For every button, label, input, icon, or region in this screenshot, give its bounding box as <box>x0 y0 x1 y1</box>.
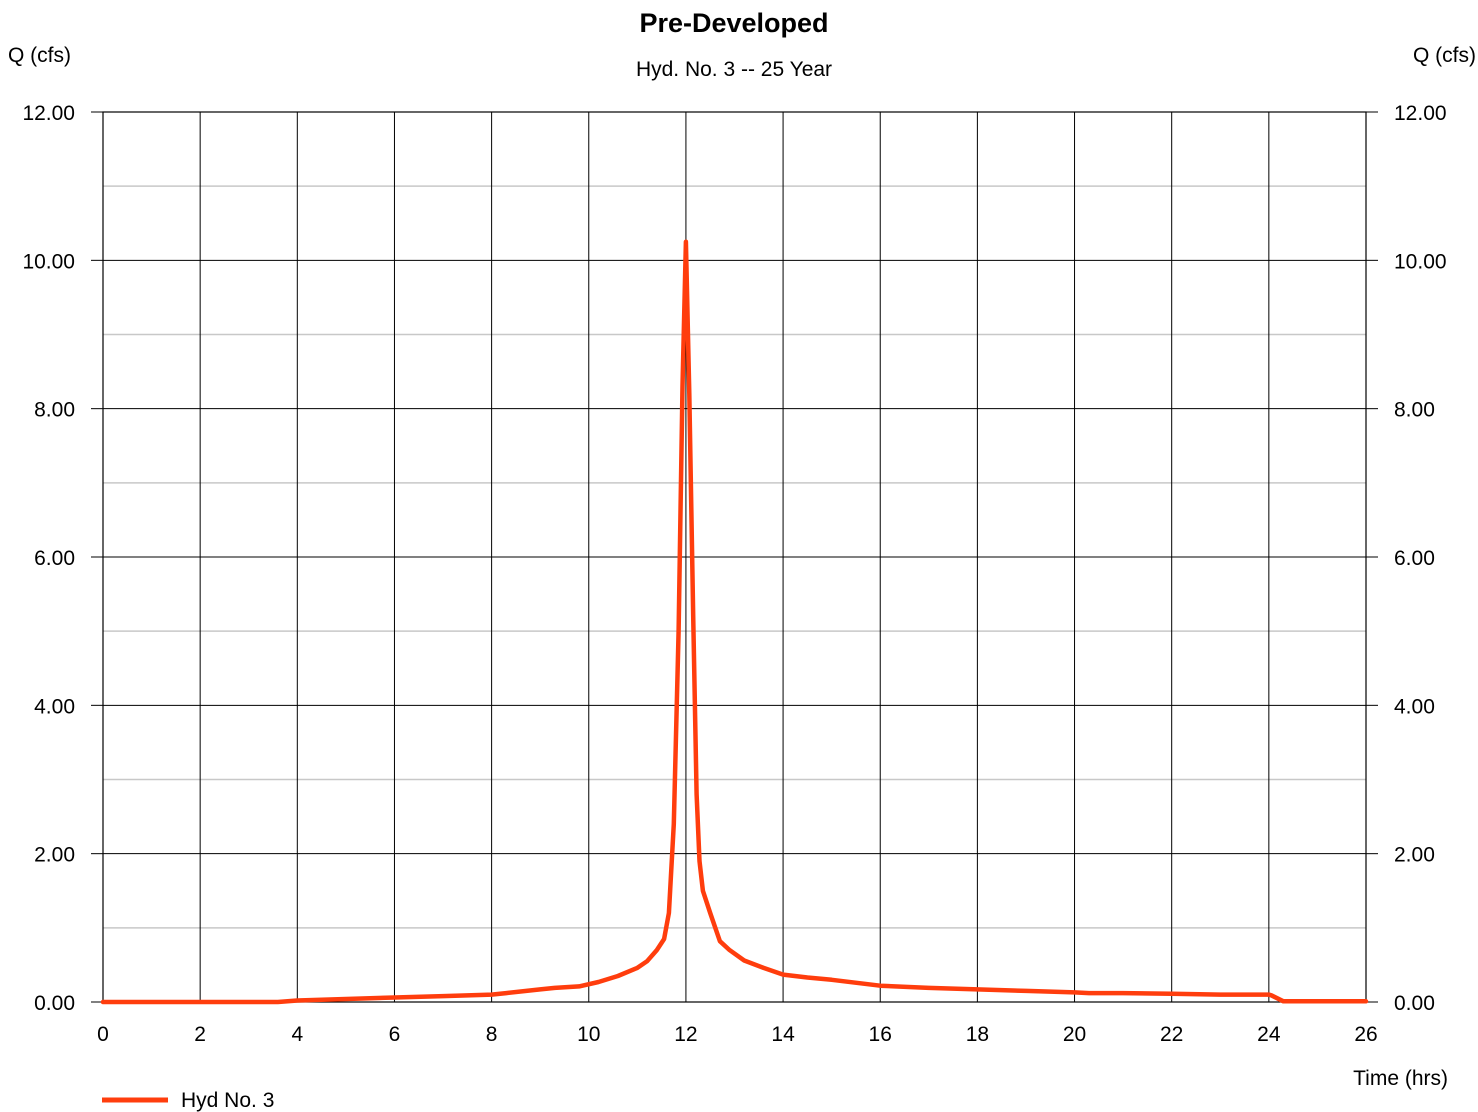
y-tick-label-right: 2.00 <box>1394 844 1435 867</box>
x-tick-label: 26 <box>1354 1023 1377 1046</box>
y-tick-label-right: 6.00 <box>1394 547 1435 570</box>
y-axis-label-right: Q (cfs) <box>1413 44 1476 67</box>
y-tick-label-right: 0.00 <box>1394 992 1435 1015</box>
y-tick-label-left: 6.00 <box>34 547 75 570</box>
y-tick-label-left: 2.00 <box>34 844 75 867</box>
y-tick-label-right: 10.00 <box>1394 250 1447 273</box>
x-tick-label: 22 <box>1160 1023 1183 1046</box>
chart-title: Pre-Developed <box>639 8 828 38</box>
x-tick-label: 24 <box>1257 1023 1281 1046</box>
legend: Hyd No. 3 <box>102 1089 274 1112</box>
x-tick-label: 20 <box>1063 1023 1086 1046</box>
x-tick-label: 6 <box>389 1023 401 1046</box>
x-tick-label: 4 <box>291 1023 303 1046</box>
x-axis-label: Time (hrs) <box>1353 1067 1448 1090</box>
y-tick-label-left: 8.00 <box>34 399 75 422</box>
grid <box>91 111 1378 1003</box>
x-tick-label: 0 <box>97 1023 109 1046</box>
y-tick-label-right: 12.00 <box>1394 102 1447 125</box>
x-tick-label: 14 <box>771 1023 795 1046</box>
y-tick-label-left: 0.00 <box>34 992 75 1015</box>
series-layer <box>100 239 1369 1005</box>
chart-subtitle: Hyd. No. 3 -- 25 Year <box>636 58 832 81</box>
x-tick-label: 10 <box>577 1023 600 1046</box>
plot-frame <box>102 111 1367 1003</box>
y-axis-label-left: Q (cfs) <box>8 44 71 67</box>
legend-label: Hyd No. 3 <box>181 1089 274 1112</box>
y-tick-label-right: 4.00 <box>1394 695 1435 718</box>
x-tick-label: 18 <box>966 1023 989 1046</box>
series-line-hyd-no-3 <box>100 239 1369 1005</box>
x-tick-label: 12 <box>674 1023 697 1046</box>
y-tick-label-left: 12.00 <box>22 102 75 125</box>
x-tick-label: 8 <box>486 1023 498 1046</box>
tick-labels: 0.00 0.00 2.00 2.00 4.00 4.00 6.00 6.00 8.00 8.00… <box>22 102 1446 1046</box>
y-tick-label-left: 4.00 <box>34 695 75 718</box>
y-tick-label-right: 8.00 <box>1394 399 1435 422</box>
y-tick-label-left: 10.00 <box>22 250 75 273</box>
x-tick-label: 16 <box>869 1023 892 1046</box>
x-tick-label: 2 <box>194 1023 206 1046</box>
